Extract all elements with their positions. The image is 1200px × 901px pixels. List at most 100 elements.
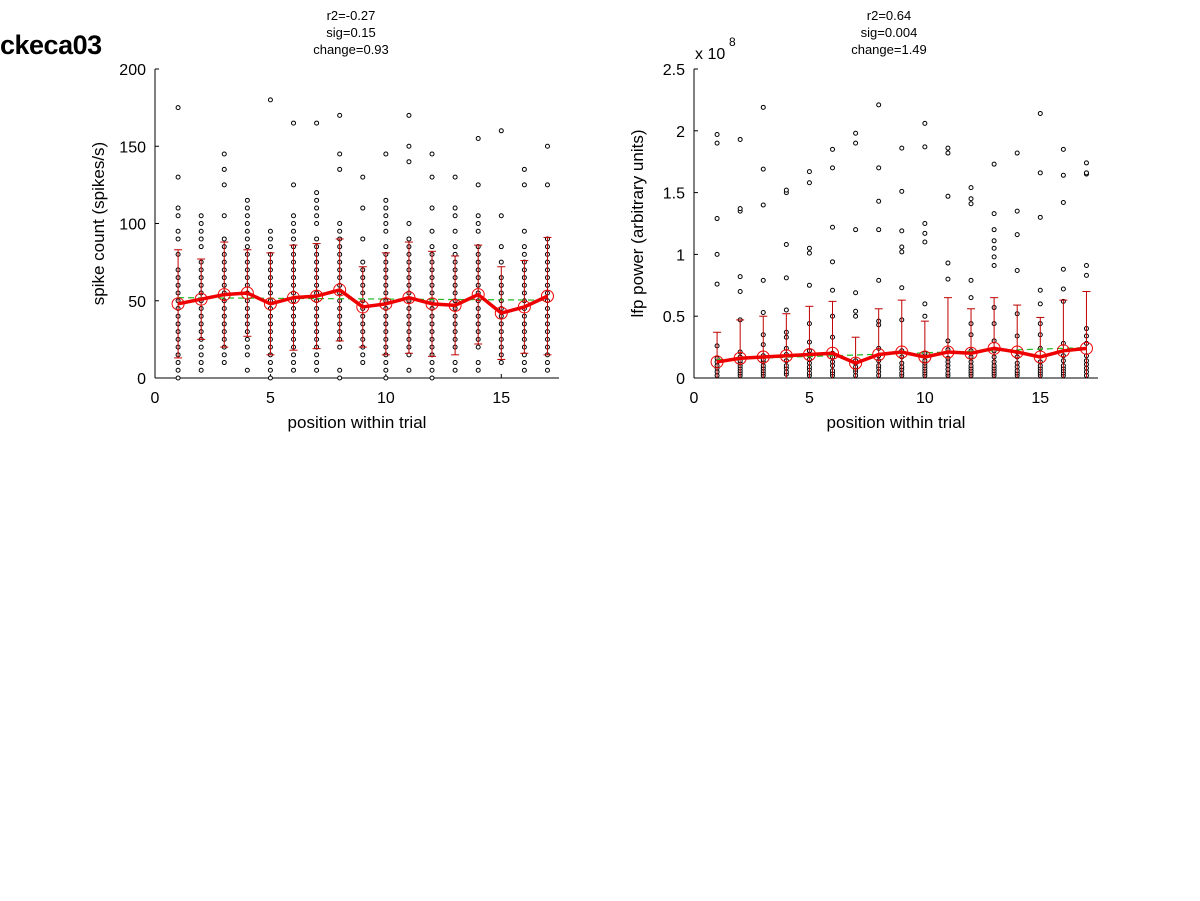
data-point <box>337 166 343 172</box>
data-point <box>475 182 481 188</box>
mean-marker <box>1033 350 1047 364</box>
data-point <box>267 244 273 250</box>
data-point <box>806 169 812 175</box>
data-point <box>198 244 204 250</box>
data-point <box>1014 232 1020 238</box>
data-point <box>221 236 227 242</box>
data-point <box>360 174 366 180</box>
data-point <box>221 151 227 157</box>
data-point <box>406 143 412 149</box>
data-point <box>244 228 250 234</box>
data-point <box>383 244 389 250</box>
data-point <box>737 274 743 280</box>
x-tick-label: 0 <box>151 390 160 407</box>
mean-marker <box>941 345 955 359</box>
mean-marker <box>356 300 370 314</box>
data-point <box>198 352 204 358</box>
data-point <box>830 165 836 171</box>
mean-marker <box>802 348 816 362</box>
data-point <box>760 104 766 110</box>
data-point <box>830 146 836 152</box>
data-point <box>1037 170 1043 176</box>
data-point <box>521 360 527 366</box>
data-point <box>853 140 859 146</box>
mean-marker <box>402 291 416 305</box>
data-point <box>314 360 320 366</box>
mean-marker <box>918 350 932 364</box>
data-point <box>244 367 250 373</box>
data-point <box>922 120 928 126</box>
mean-marker <box>1079 341 1093 355</box>
data-point <box>291 221 297 226</box>
data-point <box>1083 263 1089 269</box>
data-point <box>922 221 928 226</box>
data-point <box>221 213 227 219</box>
y-exponent-label: x 10 <box>695 46 725 63</box>
data-point <box>521 251 527 257</box>
x-tick-label: 5 <box>266 390 275 407</box>
data-point <box>452 367 458 373</box>
data-point <box>737 136 743 142</box>
data-point <box>291 360 297 366</box>
figure-title: ckeca03 <box>0 30 102 60</box>
data-point <box>406 159 412 165</box>
data-point <box>783 242 789 248</box>
data-point <box>991 245 997 251</box>
data-point <box>244 197 250 203</box>
data-point <box>452 174 458 180</box>
data-point <box>783 307 789 313</box>
data-point <box>521 182 527 188</box>
data-point <box>267 367 273 373</box>
data-point <box>291 120 297 126</box>
y-axis-label: spike count (spikes/s) <box>89 142 108 305</box>
x-axis-label: position within trial <box>288 413 427 432</box>
data-point <box>314 213 320 219</box>
data-point <box>498 259 504 265</box>
data-point <box>175 228 181 234</box>
data-point <box>221 352 227 358</box>
data-point <box>968 277 974 283</box>
data-point <box>853 130 859 136</box>
data-point <box>244 221 250 226</box>
data-point <box>221 166 227 172</box>
data-point <box>198 344 204 350</box>
data-point <box>1060 199 1066 205</box>
mean-marker <box>425 297 439 311</box>
mean-marker <box>849 356 863 370</box>
data-point <box>337 112 343 118</box>
x-tick-label: 5 <box>805 390 814 407</box>
x-tick-label: 15 <box>492 390 510 407</box>
mean-marker <box>263 297 277 311</box>
data-point <box>991 227 997 233</box>
x-tick-label: 10 <box>916 390 934 407</box>
data-point <box>383 197 389 203</box>
data-point <box>314 197 320 203</box>
mean-marker <box>448 298 462 312</box>
data-point <box>1037 214 1043 220</box>
y-tick-label: 150 <box>119 139 146 156</box>
data-point <box>406 112 412 118</box>
chart-title-line: change=1.49 <box>851 42 927 57</box>
data-point <box>267 97 273 103</box>
data-point <box>383 360 389 366</box>
data-point <box>175 105 181 111</box>
data-point <box>945 260 951 266</box>
mean-marker <box>872 348 886 362</box>
data-point <box>244 236 250 242</box>
data-point <box>1060 172 1066 178</box>
data-point <box>498 213 504 219</box>
data-point <box>175 213 181 219</box>
mean-marker <box>310 289 324 303</box>
data-point <box>337 367 343 373</box>
mean-marker <box>333 283 347 297</box>
mean-marker <box>194 292 208 306</box>
data-point <box>360 205 366 211</box>
data-point <box>221 360 227 366</box>
data-point <box>314 190 320 196</box>
data-point <box>544 367 550 373</box>
data-point <box>198 213 204 219</box>
data-point <box>1037 287 1043 293</box>
data-point <box>291 352 297 358</box>
data-point <box>406 221 412 226</box>
